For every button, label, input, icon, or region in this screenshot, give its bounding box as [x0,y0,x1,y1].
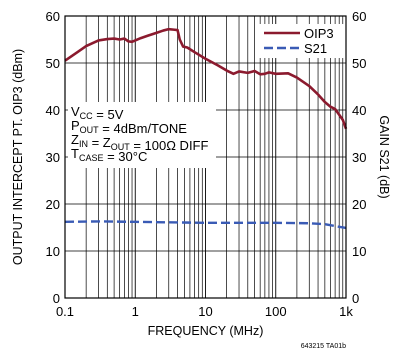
x-tick-label: 1 [132,304,139,319]
legend-box [258,24,344,58]
y-axis-right-label: GAIN S21 (dB) [377,115,391,198]
legend-label-s21: S21 [304,41,327,56]
y-left-tick-label: 0 [53,291,60,306]
y-right-tick-label: 0 [352,291,359,306]
annotation-box [68,102,216,168]
y-left-tick-label: 10 [46,244,60,259]
condition-line: ZIN = ZOUT = 100Ω DIFF [71,132,208,153]
y-left-tick-label: 40 [46,103,60,118]
y-left-tick-label: 60 [46,9,60,24]
condition-line: POUT = 4dBm/TONE [71,118,187,136]
legend-label-oip3: OIP3 [304,26,334,41]
y-right-tick-label: 50 [352,56,366,71]
y-axis-left-label: OUTPUT INTERCEPT PT. OIP3 (dBm) [11,49,25,265]
condition-line: VCC = 5V [71,104,124,122]
x-axis-label: FREQUENCY (MHz) [148,324,264,338]
x-tick-label: 100 [265,304,287,319]
figure-footnote: 643215 TA01b [301,343,346,350]
y-right-tick-label: 10 [352,244,366,259]
curves [64,27,348,230]
series-oip3-line [64,27,348,130]
y-right-tick-label: 60 [352,9,366,24]
x-tick-label: 1k [339,304,353,319]
y-right-tick-label: 30 [352,150,366,165]
plot-frame [64,15,347,299]
y-left-tick-label: 50 [46,56,60,71]
condition-line: TCASE = 30°C [71,146,147,164]
series-s21-line [64,220,347,230]
y-right-tick-label: 40 [352,103,366,118]
x-tick-label: 10 [198,304,212,319]
y-right-tick-label: 20 [352,197,366,212]
x-tick-label: 0.1 [56,304,74,319]
y-left-tick-label: 20 [46,197,60,212]
y-left-tick-label: 30 [46,150,60,165]
